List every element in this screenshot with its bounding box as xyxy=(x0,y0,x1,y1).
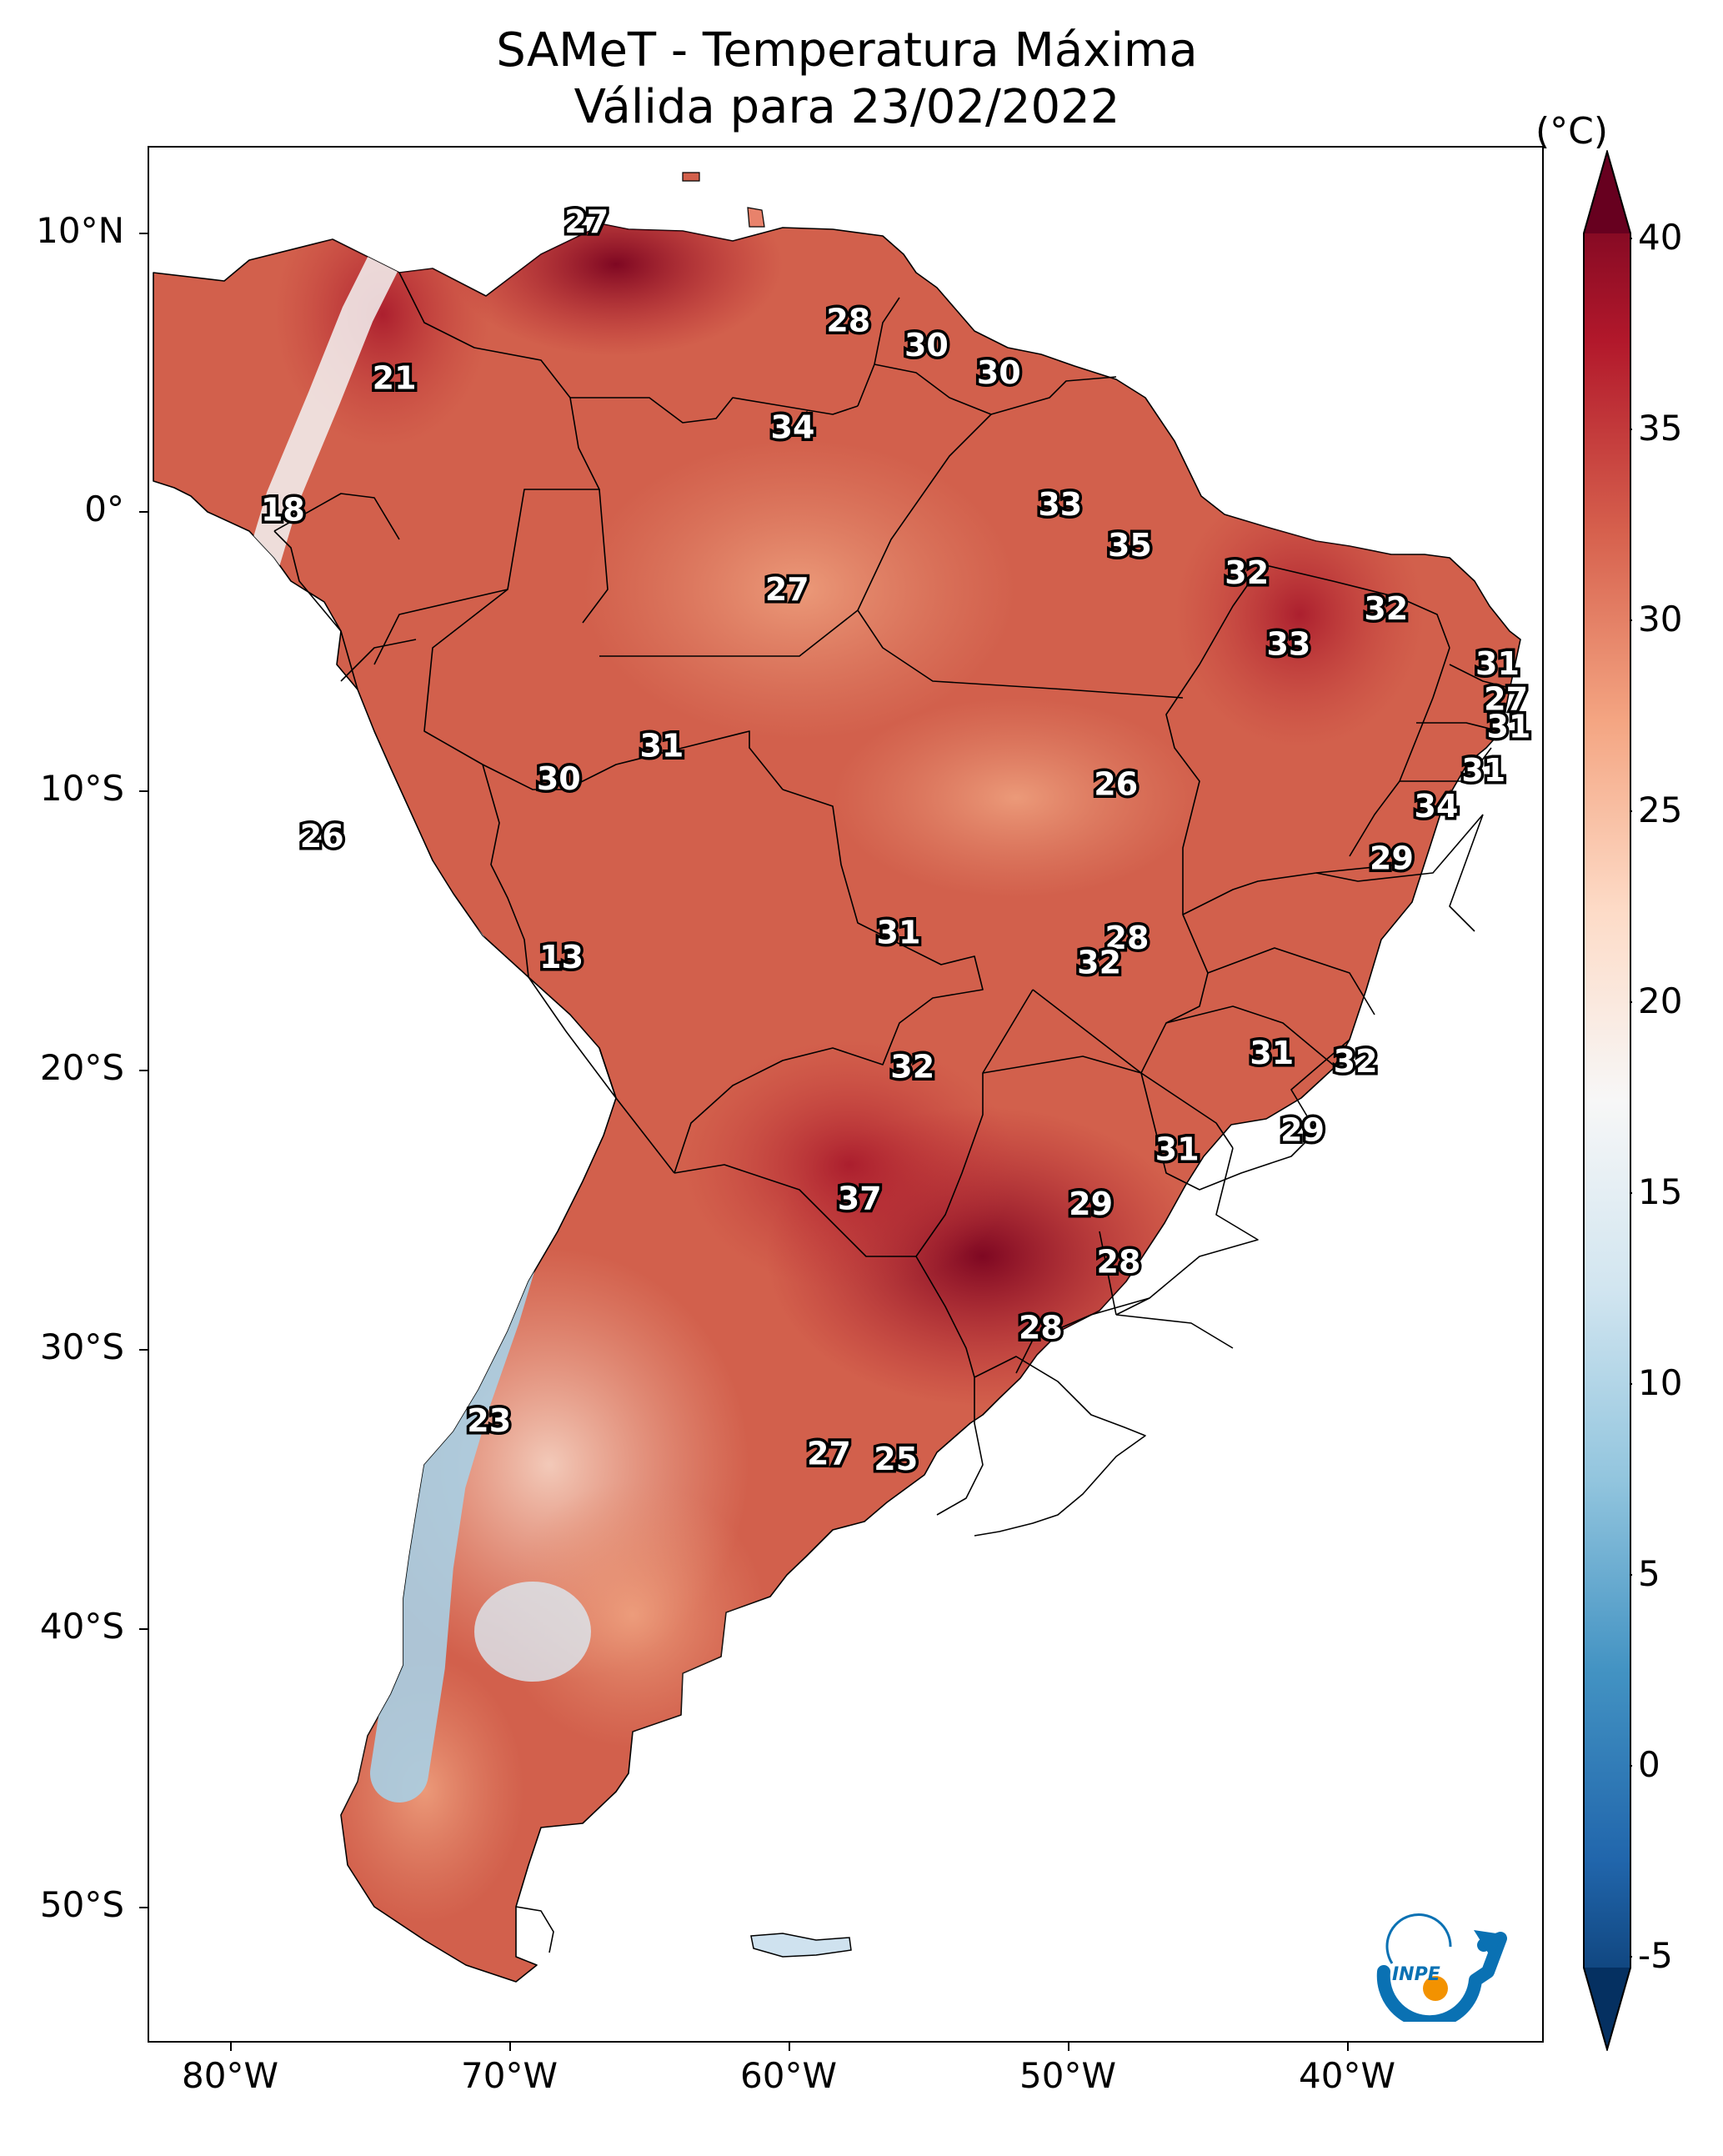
x-tick-label: 70°W xyxy=(461,2055,558,2096)
station-label: 23 xyxy=(467,1402,511,1439)
y-tick-label: 10°N xyxy=(36,210,124,251)
x-tick-label: 50°W xyxy=(1019,2055,1116,2096)
station-label: 27 xyxy=(765,571,809,608)
chart-subtitle: Válida para 23/02/2022 xyxy=(573,80,1120,134)
colorbar-tick: 25 xyxy=(1638,790,1683,830)
station-label: 31 xyxy=(1250,1035,1294,1071)
station-label: 29 xyxy=(1370,840,1414,876)
x-tick-label: 60°W xyxy=(740,2055,837,2096)
station-label: 31 xyxy=(1155,1131,1200,1167)
colorbar xyxy=(1583,150,1632,2051)
station-label: 33 xyxy=(1038,486,1082,523)
station-label: 32 xyxy=(1334,1043,1378,1080)
station-label: 30 xyxy=(977,354,1021,391)
colorbar-tick: 35 xyxy=(1638,408,1683,449)
station-label: 35 xyxy=(1108,527,1152,564)
station-label: 37 xyxy=(838,1181,882,1217)
falkland-islands xyxy=(750,1933,852,1958)
station-label: 32 xyxy=(890,1049,934,1086)
station-label: 29 xyxy=(1280,1111,1325,1148)
station-label: 25 xyxy=(874,1441,918,1477)
station-label: 31 xyxy=(1461,752,1505,789)
colorbar-tick: 15 xyxy=(1638,1171,1683,1212)
station-label: 32 xyxy=(1225,554,1269,591)
chart-title: SAMeT - Temperatura Máxima xyxy=(496,23,1198,78)
station-label: 34 xyxy=(771,409,815,446)
y-tick-label: 50°S xyxy=(39,1884,124,1925)
station-label: 31 xyxy=(639,728,684,765)
station-label: 31 xyxy=(877,914,921,950)
colorbar-tick: 0 xyxy=(1638,1744,1660,1785)
station-label: 31 xyxy=(1486,709,1530,745)
colorbar-tick: 20 xyxy=(1638,980,1683,1021)
inpe-logo-text: INPE xyxy=(1392,1964,1440,1985)
station-label: 28 xyxy=(1097,1243,1141,1280)
station-label: 28 xyxy=(1019,1309,1063,1346)
station-label: 34 xyxy=(1415,788,1459,825)
station-label: 32 xyxy=(1364,590,1408,627)
station-label: 31 xyxy=(1475,645,1520,682)
y-tick-label: 30°S xyxy=(39,1326,124,1367)
station-label: 32 xyxy=(1077,945,1121,981)
country-borders xyxy=(273,272,1517,1953)
station-label: 13 xyxy=(539,939,584,975)
y-tick-label: 40°S xyxy=(39,1606,124,1647)
x-tick-label: 40°W xyxy=(1299,2055,1395,2096)
map-frame[interactable]: 27 21 18 28 30 30 34 33 35 32 27 32 33 31 27 31 31 30 31 26… xyxy=(148,146,1544,2043)
station-label: 30 xyxy=(537,760,581,797)
station-label: 21 xyxy=(373,360,417,397)
station-label: 18 xyxy=(261,492,305,529)
y-tick-label: 10°S xyxy=(39,768,124,809)
station-label: 26 xyxy=(300,818,344,855)
colorbar-unit: (°C) xyxy=(1535,110,1609,153)
colorbar-tick: -5 xyxy=(1638,1935,1673,1976)
station-label: 27 xyxy=(1484,681,1528,718)
colorbar-tick: 10 xyxy=(1638,1362,1683,1403)
station-label: 26 xyxy=(1094,766,1138,803)
station-label: 28 xyxy=(1105,920,1150,956)
x-tick-label: 80°W xyxy=(182,2055,278,2096)
station-label: 27 xyxy=(807,1436,851,1472)
colorbar-tick: 40 xyxy=(1638,217,1683,258)
station-label: 30 xyxy=(904,327,949,364)
y-tick-label: 20°S xyxy=(39,1047,124,1088)
y-tick-label: 0° xyxy=(84,489,124,529)
station-label: 33 xyxy=(1266,626,1310,663)
inpe-logo: INPE xyxy=(1376,1913,1507,2022)
station-label: 27 xyxy=(564,203,609,240)
station-label: 29 xyxy=(1069,1186,1113,1222)
colorbar-tick: 30 xyxy=(1638,599,1683,639)
station-label: 28 xyxy=(826,302,870,338)
colorbar-tick: 5 xyxy=(1638,1553,1660,1594)
